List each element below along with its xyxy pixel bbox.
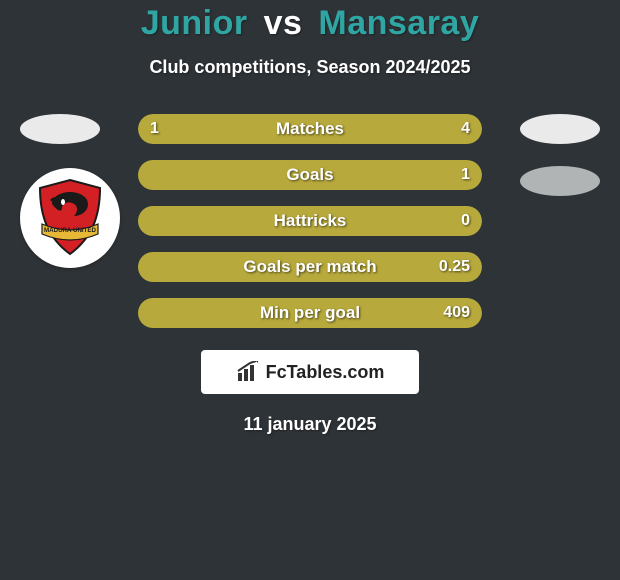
player2-name: Mansaray (318, 4, 479, 42)
stat-bar-fill-right (138, 160, 482, 190)
subtitle: Club competitions, Season 2024/2025 (0, 57, 620, 78)
date-text: 11 january 2025 (0, 414, 620, 435)
comparison-card: Junior vs Mansaray Club competitions, Se… (0, 0, 620, 580)
stat-bar: Matches14 (138, 114, 482, 144)
content-area: MADURA UNITED Matches14 Goals1 Hattricks0 G… (0, 114, 620, 328)
stat-bar-fill-right (138, 298, 482, 328)
team-logo: MADURA UNITED (20, 168, 120, 268)
title-vs: vs (264, 4, 303, 42)
player1-name: Junior (141, 4, 248, 42)
brand-chart-icon (236, 361, 260, 383)
right-second-badge (520, 166, 600, 196)
brand-box: FcTables.com (201, 350, 419, 394)
brand-text: FcTables.com (266, 362, 385, 383)
stat-bar: Min per goal409 (138, 298, 482, 328)
stat-bar: Goals1 (138, 160, 482, 190)
stat-bar-fill-right (138, 206, 482, 236)
page-title: Junior vs Mansaray (0, 4, 620, 43)
stat-bar-fill-right (200, 114, 482, 144)
team-crest-icon: MADURA UNITED (28, 176, 112, 260)
stat-bar-fill-right (138, 252, 482, 282)
svg-text:MADURA UNITED: MADURA UNITED (44, 227, 97, 234)
left-top-badge (20, 114, 100, 144)
stat-bars: Matches14 Goals1 Hattricks0 Goals per match… (138, 114, 482, 328)
right-top-badge (520, 114, 600, 144)
stat-bar-fill-left (138, 114, 200, 144)
stat-bar: Hattricks0 (138, 206, 482, 236)
stat-bar: Goals per match0.25 (138, 252, 482, 282)
